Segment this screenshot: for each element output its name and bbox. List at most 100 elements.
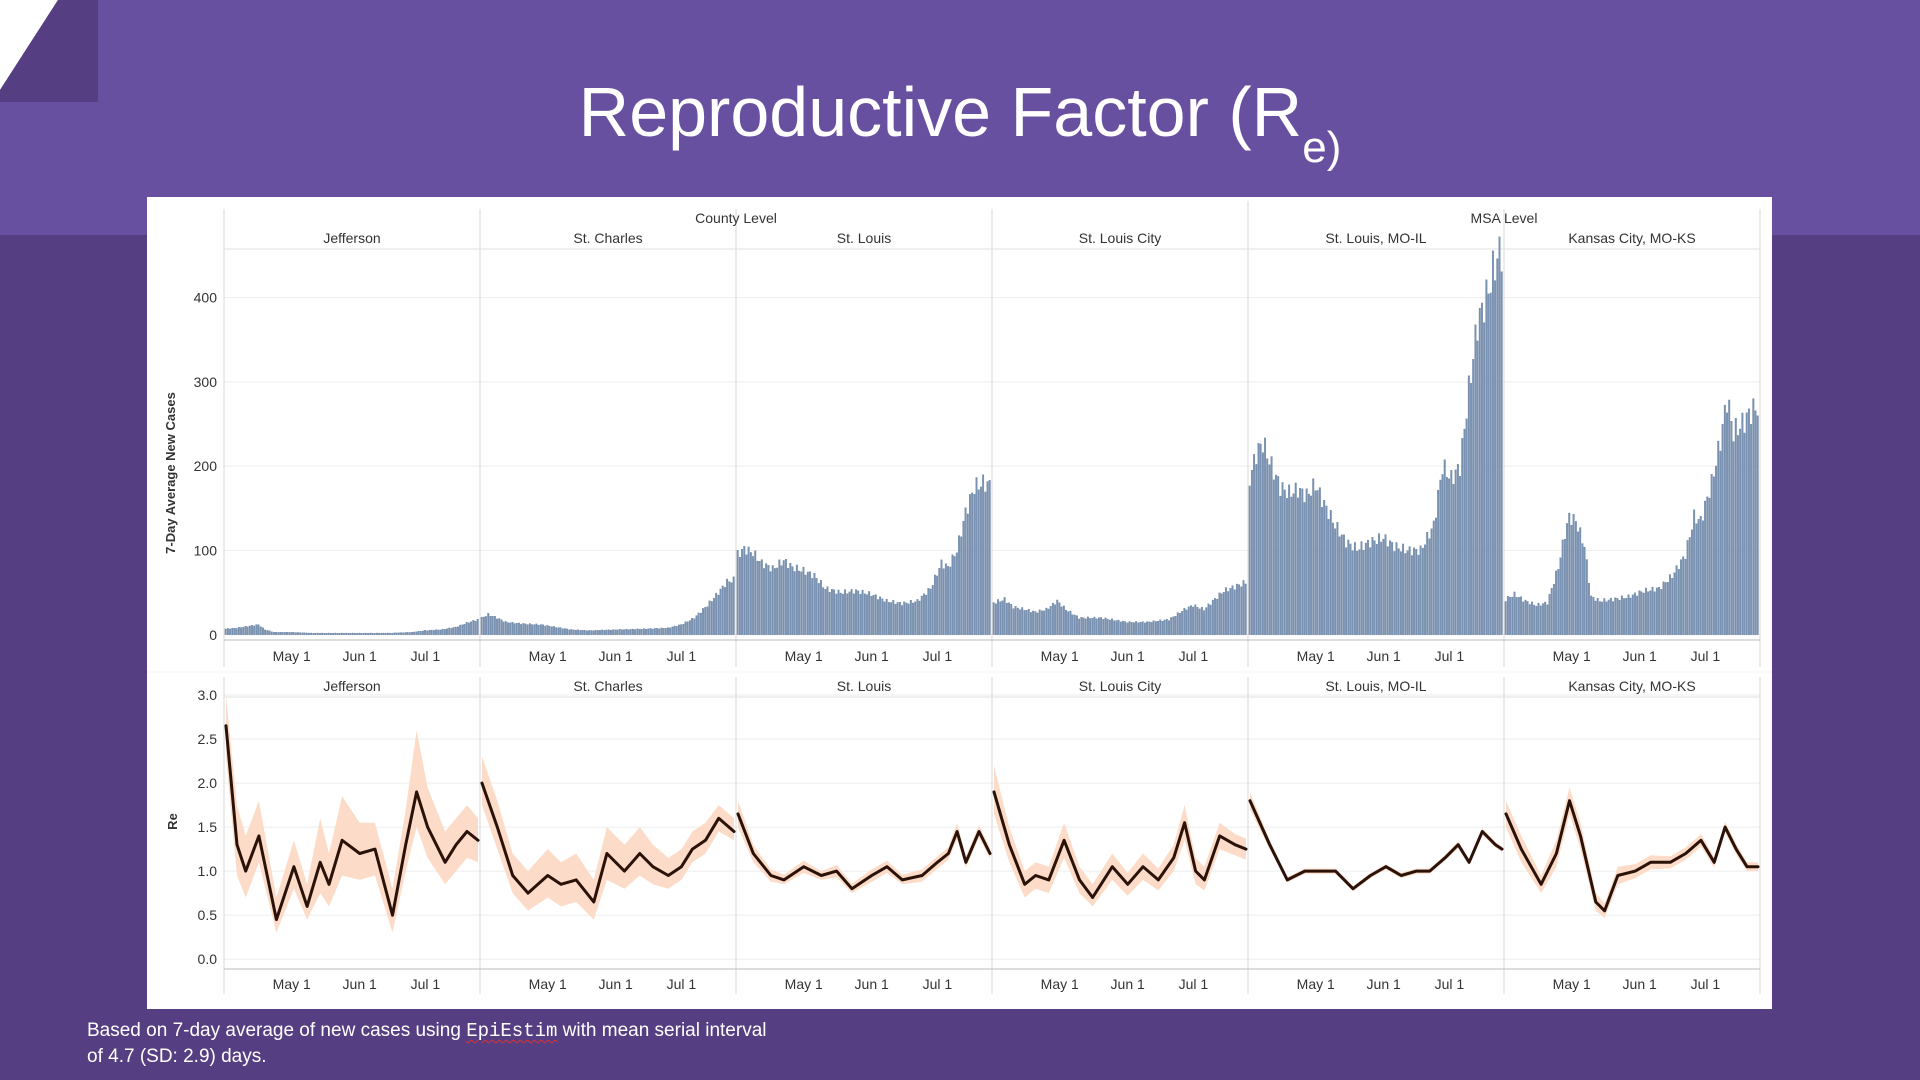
case-bar (969, 494, 971, 635)
case-bar (1404, 553, 1407, 635)
case-bar (1229, 588, 1232, 635)
case-bar (1734, 418, 1737, 635)
case-bar (1051, 602, 1054, 635)
case-bar (259, 626, 262, 635)
case-bar (1568, 512, 1571, 635)
case-bar (1581, 543, 1584, 635)
case-bar (1082, 617, 1085, 635)
case-bar (653, 628, 656, 635)
case-bar (450, 628, 453, 635)
case-bar (658, 628, 661, 635)
case-bar (400, 632, 402, 635)
case-bar (1712, 476, 1715, 635)
case-bar (1148, 621, 1151, 635)
case-bar (1513, 591, 1516, 635)
case-bar (1745, 412, 1748, 635)
case-bar (1430, 528, 1433, 635)
case-bar (1645, 587, 1647, 635)
case-bar (557, 627, 560, 635)
case-bar (1673, 572, 1676, 635)
case-bar (1049, 606, 1052, 635)
case-bar (1494, 280, 1497, 635)
case-bar (1395, 542, 1398, 635)
chart-frame (147, 201, 1772, 994)
case-bar (277, 632, 280, 635)
case-bar (699, 612, 702, 635)
case-bar (866, 594, 868, 635)
case-bar (502, 621, 505, 635)
case-bar (542, 624, 544, 635)
case-bar (1071, 614, 1074, 635)
bottom-y-tick-label: 1.0 (198, 863, 218, 879)
case-bar (1428, 538, 1431, 635)
case-bar (1139, 621, 1142, 635)
case-bar (927, 588, 930, 635)
case-bar (375, 632, 378, 635)
case-bar (1181, 611, 1184, 635)
case-bar (704, 607, 707, 635)
case-bar (1329, 510, 1332, 635)
case-bar (1211, 599, 1214, 635)
case-bar (511, 621, 514, 635)
panel-title-bottom: St. Louis City (1079, 678, 1161, 694)
case-bar (662, 628, 665, 635)
case-bar (730, 582, 733, 635)
case-bar (702, 608, 704, 635)
case-bar (649, 628, 652, 635)
case-bar (1399, 551, 1402, 635)
case-bar (264, 629, 267, 635)
top-y-tick-label: 0 (209, 627, 217, 643)
case-bar (1671, 577, 1674, 635)
case-bar (817, 583, 820, 635)
case-bar (581, 630, 584, 635)
case-bar (283, 632, 286, 635)
case-bar (443, 629, 446, 635)
title-banner (0, 0, 1920, 235)
case-bar (1419, 545, 1422, 635)
case-bar (1498, 236, 1501, 635)
case-bar (393, 632, 396, 635)
group-label: MSA Level (1471, 210, 1538, 226)
case-bar (1205, 607, 1208, 635)
chart-labels: County Level MSA Level Jefferson Jefferson S… (163, 210, 1720, 992)
case-bar (793, 571, 796, 635)
panel-title-bottom: Kansas City, MO-KS (1568, 678, 1695, 694)
case-bar (362, 632, 365, 635)
case-bar (931, 585, 934, 635)
group-label: County Level (695, 210, 777, 226)
case-bar (402, 632, 405, 635)
case-bar (852, 593, 855, 635)
case-bar (1701, 520, 1704, 635)
re-band (1250, 791, 1502, 892)
case-bar (691, 617, 694, 635)
case-bar (697, 612, 700, 635)
case-bar (531, 624, 534, 635)
case-bar (1741, 412, 1744, 635)
case-bar (693, 618, 696, 635)
case-bar (1478, 307, 1481, 635)
case-bar (1752, 398, 1755, 635)
case-bar (1187, 606, 1190, 635)
case-bar (550, 626, 553, 635)
case-bar (1189, 605, 1192, 635)
case-bar (1435, 517, 1437, 635)
case-bar (559, 627, 562, 635)
case-bar (1369, 547, 1372, 635)
case-bar (1089, 618, 1092, 635)
case-bar (1730, 421, 1733, 635)
case-bar (349, 633, 352, 635)
case-bar (1283, 489, 1286, 635)
case-bar (1456, 463, 1459, 635)
case-bar (507, 622, 509, 635)
case-bar (1737, 435, 1739, 635)
case-bar (1216, 598, 1219, 635)
case-bar (1137, 622, 1140, 635)
case-bar (380, 632, 383, 635)
case-bar (1577, 531, 1579, 635)
case-bar (892, 600, 895, 635)
panel-title-top: Jefferson (323, 230, 380, 246)
top-y-tick-label: 400 (194, 290, 218, 306)
re-band (482, 756, 734, 920)
re-band (994, 765, 1246, 907)
case-bar (1437, 489, 1440, 635)
